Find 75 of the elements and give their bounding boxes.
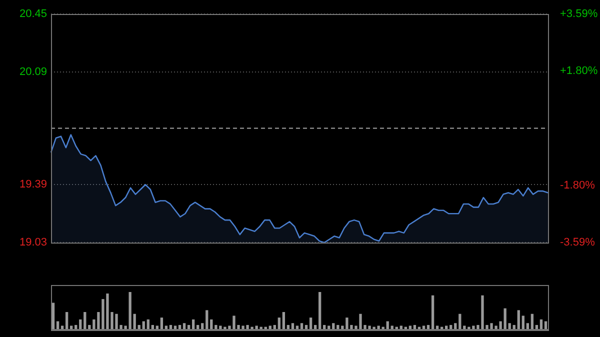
bar	[386, 321, 389, 329]
bar	[296, 326, 299, 329]
bar	[332, 323, 335, 329]
bar	[517, 310, 520, 329]
bar	[422, 326, 426, 329]
bar	[273, 324, 276, 329]
bar	[318, 292, 322, 329]
bar	[400, 326, 402, 329]
y-tick-label: 19.39	[19, 178, 47, 191]
bar	[196, 324, 200, 329]
y2-tick-label: -3.59%	[560, 236, 596, 249]
bar	[426, 324, 430, 329]
bar	[52, 302, 55, 329]
bar	[535, 324, 538, 329]
bar	[187, 324, 190, 329]
bar	[463, 326, 466, 329]
bar	[182, 323, 186, 329]
bar	[458, 314, 462, 329]
bar	[278, 318, 280, 329]
bar	[206, 310, 208, 329]
bar	[512, 324, 516, 329]
bar	[431, 295, 434, 329]
bar	[169, 324, 172, 329]
bar	[328, 326, 330, 329]
y-tick-label: 20.45	[19, 8, 47, 20]
bar	[70, 326, 73, 329]
bar	[314, 324, 317, 329]
bar	[156, 326, 159, 329]
bar	[142, 321, 145, 329]
bar	[526, 323, 529, 329]
bar	[65, 312, 68, 329]
bar	[544, 321, 548, 329]
bar	[304, 324, 308, 329]
bar	[522, 316, 524, 329]
y2-tick-label: +3.59%	[560, 8, 598, 20]
bar	[390, 326, 394, 329]
bar	[178, 324, 182, 329]
bar	[450, 324, 452, 329]
bar	[408, 326, 412, 329]
y2-tick-label: -1.80%	[560, 180, 596, 192]
bar	[436, 326, 439, 329]
bar	[300, 323, 304, 329]
bar	[210, 319, 213, 329]
bar	[508, 323, 511, 329]
bar	[454, 323, 457, 329]
bar	[56, 321, 60, 329]
bar	[146, 319, 150, 329]
bar	[413, 324, 416, 329]
y2-tick-label: +1.80%	[560, 65, 598, 78]
bar	[60, 326, 64, 329]
bar	[286, 324, 290, 329]
bar	[133, 314, 136, 329]
bar	[214, 324, 218, 329]
bar	[84, 312, 86, 329]
bar	[201, 323, 204, 329]
y-tick-label: 20.09	[19, 66, 47, 78]
bar	[323, 324, 326, 329]
bar	[309, 318, 312, 329]
bar	[174, 326, 177, 329]
bar	[291, 323, 294, 329]
bar	[540, 319, 543, 329]
bar	[530, 314, 534, 329]
bar	[138, 324, 140, 329]
bar	[445, 326, 448, 329]
bar	[74, 324, 78, 329]
bar	[192, 319, 195, 329]
bar	[336, 324, 340, 329]
bar	[88, 324, 91, 329]
bar	[164, 326, 168, 329]
y-tick-label: 19.03	[19, 236, 47, 249]
bar	[282, 312, 286, 329]
bar	[268, 326, 272, 329]
bar	[160, 318, 164, 329]
bar	[151, 324, 154, 329]
bar	[79, 319, 82, 329]
